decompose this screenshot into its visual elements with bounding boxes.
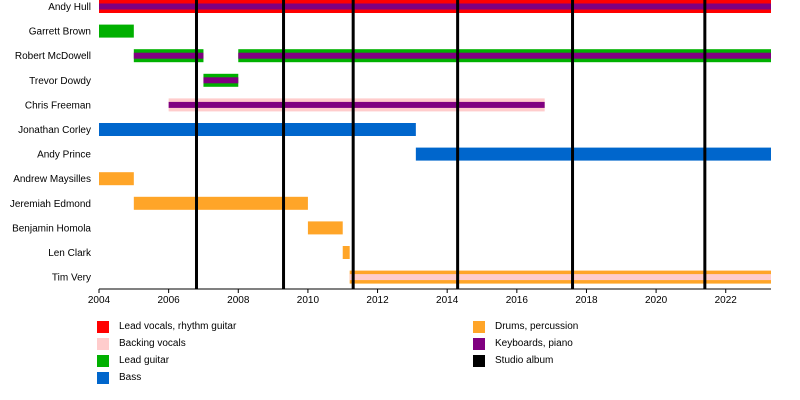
legend-label-keyboards: Keyboards, piano bbox=[495, 338, 573, 349]
x-tick-label-2006: 2006 bbox=[158, 295, 181, 306]
legend-label-studio-album: Studio album bbox=[495, 355, 554, 366]
x-tick-label-2022: 2022 bbox=[715, 295, 738, 306]
timeline-chart: Andy Hull Garrett Brown Robert McDowell Tre… bbox=[10, 0, 772, 306]
legend-item-lead-vocals: Lead vocals, rhythm guitar bbox=[97, 318, 236, 335]
bar-jonathan-corley-0 bbox=[99, 123, 416, 136]
bar-len-clark-0 bbox=[342, 246, 350, 259]
legend-label-backing-vocals: Backing vocals bbox=[119, 338, 186, 349]
legend: Lead vocals, rhythm guitar Backing vocal… bbox=[0, 318, 800, 398]
member-label-robert-mcdowell: Robert McDowell bbox=[15, 51, 91, 62]
legend-swatch-keyboards bbox=[473, 337, 485, 350]
legend-item-keyboards: Keyboards, piano bbox=[473, 335, 578, 352]
bar-secondary-andy-hull-0 bbox=[99, 3, 771, 10]
member-label-andy-hull: Andy Hull bbox=[48, 2, 91, 13]
legend-item-studio-album: Studio album bbox=[473, 352, 578, 369]
member-label-len-clark: Len Clark bbox=[48, 248, 92, 259]
x-tick-label-2004: 2004 bbox=[88, 295, 111, 306]
bar-secondary-robert-mcdowell-1 bbox=[238, 52, 772, 59]
legend-label-drums: Drums, percussion bbox=[495, 321, 579, 332]
legend-swatch-lead-vocals bbox=[97, 320, 109, 333]
member-label-trevor-dowdy: Trevor Dowdy bbox=[29, 76, 91, 87]
member-label-andy-prince: Andy Prince bbox=[37, 150, 91, 161]
bar-jeremiah-edmond-0 bbox=[133, 196, 308, 210]
legend-item-drums: Drums, percussion bbox=[473, 318, 578, 335]
member-label-tim-very: Tim Very bbox=[52, 273, 91, 284]
legend-label-lead-guitar: Lead guitar bbox=[119, 355, 170, 366]
bar-andrew-maysilles-0 bbox=[99, 172, 134, 186]
member-label-garrett-brown: Garrett Brown bbox=[29, 27, 91, 38]
x-tick-label-2014: 2014 bbox=[436, 295, 459, 306]
x-tick-label-2010: 2010 bbox=[297, 295, 320, 306]
legend-column-left: Lead vocals, rhythm guitar Backing vocal… bbox=[97, 318, 236, 386]
bar-secondary-robert-mcdowell-0 bbox=[133, 52, 204, 59]
bar-benjamin-homola-0 bbox=[307, 221, 343, 235]
x-tick-label-2018: 2018 bbox=[575, 295, 598, 306]
member-label-jonathan-corley: Jonathan Corley bbox=[18, 125, 91, 136]
member-label-jeremiah-edmond: Jeremiah Edmond bbox=[10, 199, 91, 210]
legend-label-lead-vocals: Lead vocals, rhythm guitar bbox=[119, 321, 237, 332]
bar-secondary-chris-freeman-0 bbox=[168, 101, 545, 108]
x-tick-label-2012: 2012 bbox=[366, 295, 389, 306]
legend-swatch-backing-vocals bbox=[97, 337, 109, 350]
member-label-andrew-maysilles: Andrew Maysilles bbox=[13, 174, 91, 185]
legend-swatch-drums bbox=[473, 320, 485, 333]
bar-garrett-brown-0 bbox=[99, 24, 134, 38]
bar-secondary-tim-very-0 bbox=[349, 274, 771, 281]
legend-label-bass: Bass bbox=[119, 372, 142, 383]
x-tick-label-2016: 2016 bbox=[506, 295, 529, 306]
legend-item-lead-guitar: Lead guitar bbox=[97, 352, 236, 369]
legend-column-right: Drums, percussion Keyboards, piano Studi… bbox=[473, 318, 578, 369]
legend-item-bass: Bass bbox=[97, 369, 236, 386]
x-tick-label-2008: 2008 bbox=[227, 295, 250, 306]
x-tick-label-2020: 2020 bbox=[645, 295, 668, 306]
legend-item-backing-vocals: Backing vocals bbox=[97, 335, 236, 352]
bar-andy-prince-0 bbox=[415, 147, 771, 161]
legend-swatch-bass bbox=[97, 371, 109, 384]
legend-swatch-studio-album bbox=[473, 354, 485, 367]
member-label-chris-freeman: Chris Freeman bbox=[25, 100, 91, 111]
bar-secondary-trevor-dowdy-0 bbox=[203, 77, 239, 84]
legend-swatch-lead-guitar bbox=[97, 354, 109, 367]
member-label-benjamin-homola: Benjamin Homola bbox=[12, 223, 91, 234]
